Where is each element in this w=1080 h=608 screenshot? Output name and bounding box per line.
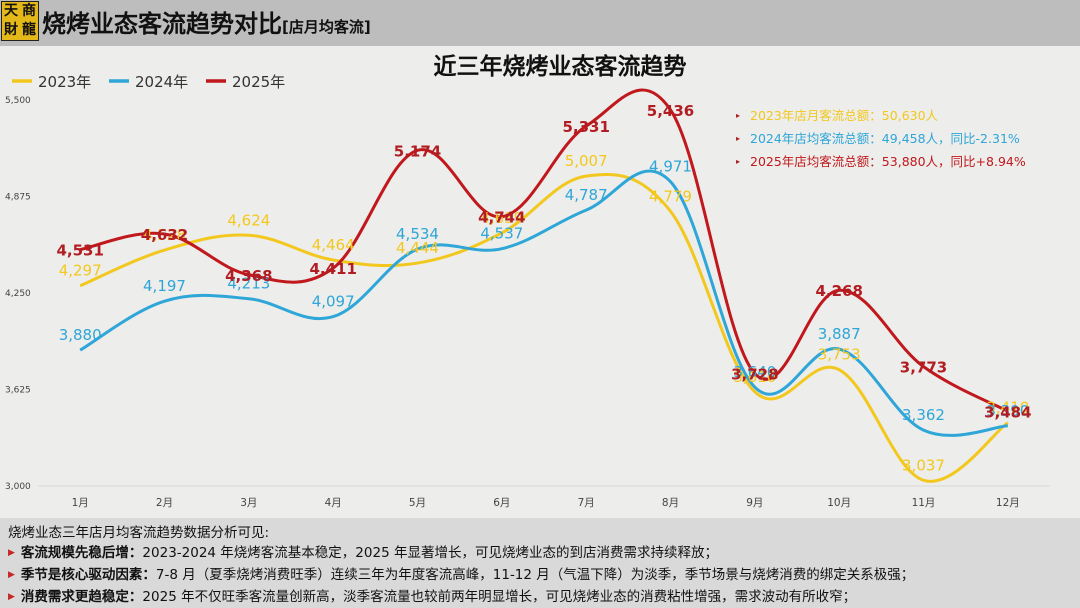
logo-char: 天 xyxy=(4,3,18,19)
brand-logo: 天 商 財 龍 xyxy=(1,1,39,41)
data-label: 4,744 xyxy=(478,209,525,227)
analysis-point-head: 客流规模先稳后增： xyxy=(20,545,143,561)
data-label: 3,773 xyxy=(900,359,947,377)
y-tick-label: 4,875 xyxy=(5,193,31,203)
logo-char: 財 xyxy=(4,22,18,38)
data-label: 3,390 xyxy=(986,402,1029,420)
x-tick-label: 7月 xyxy=(578,497,595,509)
analysis-intro: 烧烤业态三年店月均客流趋势数据分析可见: xyxy=(8,525,270,541)
data-label: 4,444 xyxy=(396,239,439,257)
annotation-text: 2025年店均客流总额：53,880人，同比+8.94% xyxy=(750,154,1026,169)
chart-title: 近三年烧烤业态客流趋势 xyxy=(434,53,687,80)
analysis-point-body: 7-8 月（夏季烧烤消费旺季）连续三年为年度客流高峰，11-12 月（气温下降）… xyxy=(155,567,915,583)
legend-label: 2025年 xyxy=(232,73,285,91)
legend-label: 2024年 xyxy=(135,73,188,91)
data-label: 5,331 xyxy=(562,118,609,136)
data-label: 3,887 xyxy=(818,325,861,343)
data-label: 3,484 xyxy=(984,403,1031,421)
data-label: 4,531 xyxy=(56,242,103,260)
annotation-bullet-icon: ▸ xyxy=(736,111,740,120)
line-chart: 近三年烧烤业态客流趋势 2023年 2024年 2025年 5,500 4,875 4,… xyxy=(5,53,1050,509)
data-label: 4,971 xyxy=(649,158,692,176)
chart-background xyxy=(0,46,1080,518)
data-label: 4,213 xyxy=(227,275,270,293)
data-label: 4,534 xyxy=(396,225,439,243)
chart-axes: 5,500 4,875 4,250 3,625 3,000 1月 2月 3月 4月 5月 6月 7月 8… xyxy=(5,96,1050,509)
y-tick-label: 4,250 xyxy=(5,289,31,299)
series-line-2023年 xyxy=(79,173,1009,483)
data-label: 4,787 xyxy=(565,186,608,204)
data-label: 4,464 xyxy=(312,236,355,254)
page-subtitle: [店月均客流] xyxy=(282,18,371,36)
data-label: 4,632 xyxy=(141,226,188,244)
series-line-2024年 xyxy=(79,169,1008,437)
y-tick-label: 3,000 xyxy=(5,482,31,492)
data-label: 4,411 xyxy=(309,260,356,278)
x-tick-label: 4月 xyxy=(325,497,342,509)
annotation-bullet-icon: ▸ xyxy=(736,134,740,143)
annotation-bullet-icon: ▸ xyxy=(736,157,740,166)
bullet-triangle-icon: ▶ xyxy=(8,592,15,602)
x-tick-label: 5月 xyxy=(409,497,426,509)
data-label: 4,624 xyxy=(227,211,270,229)
series-lines xyxy=(79,88,1009,483)
logo-char: 商 xyxy=(22,3,36,19)
data-label: 4,097 xyxy=(312,293,355,311)
annotation-text: 2024年店均客流总额：49,458人，同比-2.31% xyxy=(750,131,1020,146)
data-label: 4,639 xyxy=(480,209,523,227)
data-label: 5,436 xyxy=(647,102,694,120)
analysis-point-body: 2025 年不仅旺季客流量创新高，淡季客流量也较前两年明显增长，可见烧烤业态的消… xyxy=(142,589,857,605)
x-tick-label: 3月 xyxy=(240,497,257,509)
logo-char: 龍 xyxy=(22,22,36,38)
data-label: 3,640 xyxy=(733,363,776,381)
data-label: 3,610 xyxy=(733,368,776,386)
data-label: 3,362 xyxy=(902,406,945,424)
bullet-triangle-icon: ▶ xyxy=(8,570,15,580)
x-tick-label: 2月 xyxy=(156,497,173,509)
page-title: 烧烤业态客流趋势对比[店月均客流] xyxy=(42,4,371,39)
data-label: 3,728 xyxy=(731,366,778,384)
data-label: 3,880 xyxy=(59,326,102,344)
legend-label: 2023年 xyxy=(38,73,91,91)
data-label: 5,007 xyxy=(565,152,608,170)
analysis-panel: 烧烤业态三年店月均客流趋势数据分析可见: ▶ 客流规模先稳后增：2023-2024… xyxy=(0,518,1080,608)
analysis-point: ▶ 季节是核心驱动因素：7-8 月（夏季烧烤消费旺季）连续三年为年度客流高峰，11… xyxy=(8,563,914,583)
x-tick-label: 9月 xyxy=(746,497,763,509)
data-label: 4,779 xyxy=(649,187,692,205)
series-line-2025年 xyxy=(79,88,1009,413)
y-tick-label: 5,500 xyxy=(5,96,31,106)
data-label: 4,197 xyxy=(143,277,186,295)
data-label: 4,297 xyxy=(59,262,102,280)
analysis-point-head: 季节是核心驱动因素： xyxy=(20,567,156,583)
data-label: 4,368 xyxy=(225,267,272,285)
annotation-text: 2023年店月客流总额：50,630人 xyxy=(750,108,939,123)
data-label: 4,268 xyxy=(815,282,862,300)
x-tick-label: 8月 xyxy=(662,497,679,509)
bullet-triangle-icon: ▶ xyxy=(8,548,15,558)
x-tick-label: 12月 xyxy=(996,497,1020,509)
data-label: 4,528 xyxy=(143,226,186,244)
analysis-point: ▶ 消费需求更趋稳定：2025 年不仅旺季客流量创新高，淡季客流量也较前两年明显增… xyxy=(8,585,856,605)
data-label: 4,537 xyxy=(480,225,523,243)
x-tick-label: 10月 xyxy=(827,497,851,509)
data-label: 3,410 xyxy=(986,399,1029,417)
x-tick-label: 6月 xyxy=(493,497,510,509)
y-tick-label: 3,625 xyxy=(5,386,31,396)
data-labels: 4,297 4,528 4,624 4,464 4,444 4,639 5,007 4,779… xyxy=(56,102,1031,474)
chart-annotations: ▸ 2023年店月客流总额：50,630人 ▸ 2024年店均客流总额：49,458人… xyxy=(736,108,1026,169)
header-bar: 天 商 財 龍 烧烤业态客流趋势对比[店月均客流] xyxy=(0,0,1080,47)
analysis-point-body: 2023-2024 年烧烤客流基本稳定，2025 年显著增长，可见烧烤业态的到店… xyxy=(142,545,718,561)
data-label: 3,037 xyxy=(902,456,945,474)
x-tick-label: 1月 xyxy=(72,497,89,509)
data-label: 3,753 xyxy=(818,346,861,364)
analysis-point-head: 消费需求更趋稳定： xyxy=(20,589,143,605)
x-tick-label: 11月 xyxy=(912,497,936,509)
data-label: 5,174 xyxy=(394,142,441,160)
page-title-text: 烧烤业态客流趋势对比 xyxy=(42,10,282,38)
chart-legend: 2023年 2024年 2025年 xyxy=(12,73,285,91)
analysis-point: ▶ 客流规模先稳后增：2023-2024 年烧烤客流基本稳定，2025 年显著增长… xyxy=(8,541,718,561)
